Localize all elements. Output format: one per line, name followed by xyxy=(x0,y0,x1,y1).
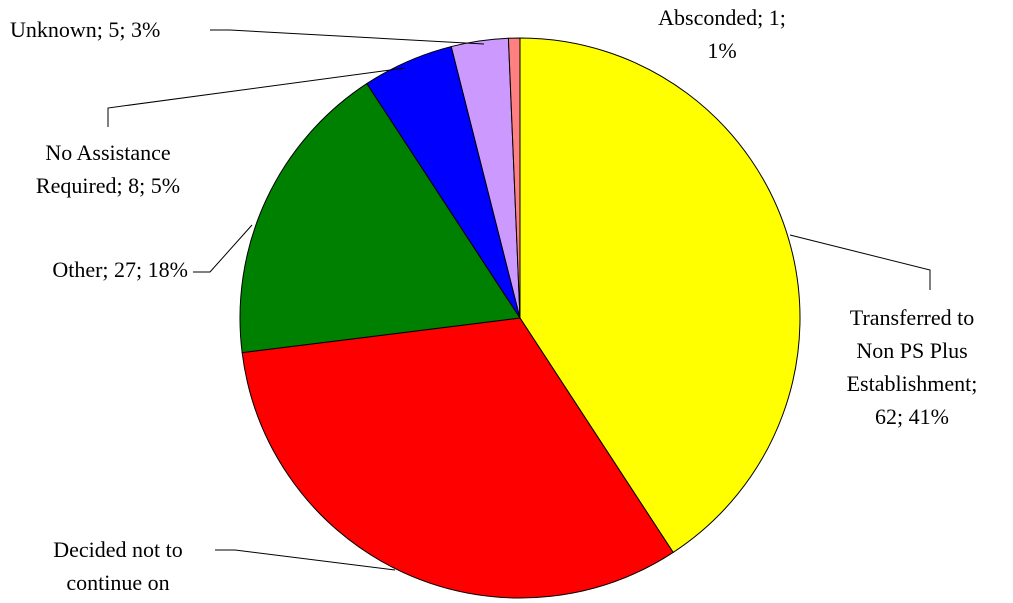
leader-line xyxy=(789,234,931,290)
data-label-line: 1% xyxy=(707,38,736,63)
pie-slice xyxy=(241,317,674,599)
data-label: Unknown; 5; 3% xyxy=(10,17,160,42)
leader-line xyxy=(193,224,253,273)
data-label: Other; 27; 18% xyxy=(52,257,188,282)
pie-slice xyxy=(507,37,521,319)
data-label-line: Absconded; 1; xyxy=(658,5,786,30)
data-label-line: Transferred to xyxy=(850,305,974,330)
data-label: No Assistance Required; 8; 5% xyxy=(36,140,180,198)
data-label: Transferred to Non PS Plus Establishment; 6… xyxy=(847,305,978,429)
data-label-line: continue on xyxy=(66,570,169,595)
data-label-line: Establishment; xyxy=(847,371,978,396)
data-label-line: Required; 8; 5% xyxy=(36,173,180,198)
data-label-line: Decided not to xyxy=(53,537,183,562)
data-label-line: 62; 41% xyxy=(875,404,949,429)
data-label-line: Unknown; 5; 3% xyxy=(10,17,160,42)
leader-line xyxy=(215,549,396,571)
data-label-line: Other; 27; 18% xyxy=(52,257,188,282)
leader-line xyxy=(210,29,485,45)
data-label-line: Non PS Plus xyxy=(856,338,967,363)
pie-slice xyxy=(519,37,801,554)
data-label: Absconded; 1; 1% xyxy=(658,5,786,63)
leader-line xyxy=(107,67,406,127)
pie-slice xyxy=(239,82,521,354)
data-label-line: No Assistance xyxy=(45,140,170,165)
